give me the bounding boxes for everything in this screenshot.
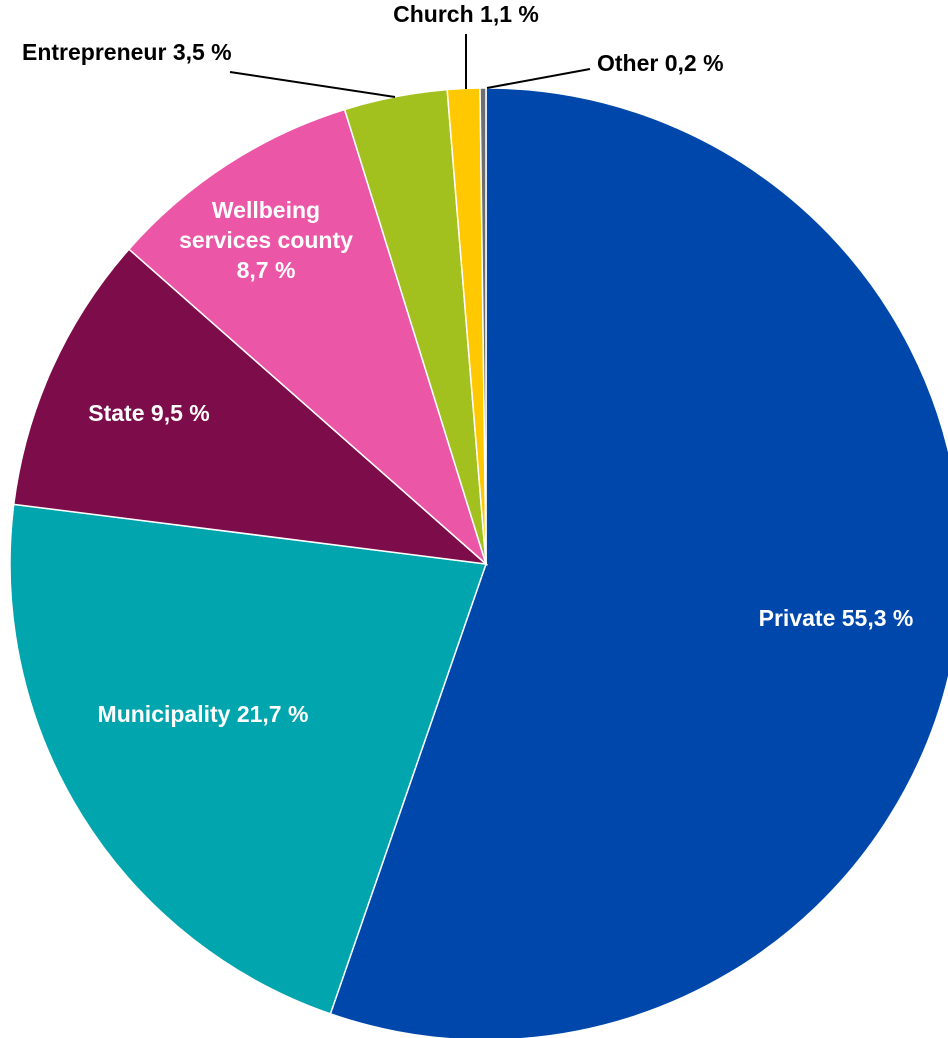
label-private: Private 55,3 % xyxy=(759,605,914,631)
slice-private xyxy=(329,87,948,1038)
label-wellbeing: Wellbeing services county 8,7 % xyxy=(179,197,353,283)
slice-wellbeing xyxy=(127,108,488,567)
label-municipality: Municipality 21,7 % xyxy=(98,701,309,727)
slice-labels: Private 55,3 % Municipality 21,7 % State 9… xyxy=(22,1,913,727)
leader-lines xyxy=(229,34,591,98)
pie-slices xyxy=(9,87,948,1038)
slice-municipality xyxy=(9,503,488,1015)
label-state: State 9,5 % xyxy=(88,400,209,426)
label-other: Other 0,2 % xyxy=(597,50,724,76)
slice-state xyxy=(12,248,489,566)
label-church: Church 1,1 % xyxy=(393,1,539,27)
leader-line-other xyxy=(486,68,591,89)
leader-line-entrepreneur xyxy=(229,71,396,98)
slice-other xyxy=(479,87,487,565)
label-entrepreneur: Entrepreneur 3,5 % xyxy=(22,39,232,65)
